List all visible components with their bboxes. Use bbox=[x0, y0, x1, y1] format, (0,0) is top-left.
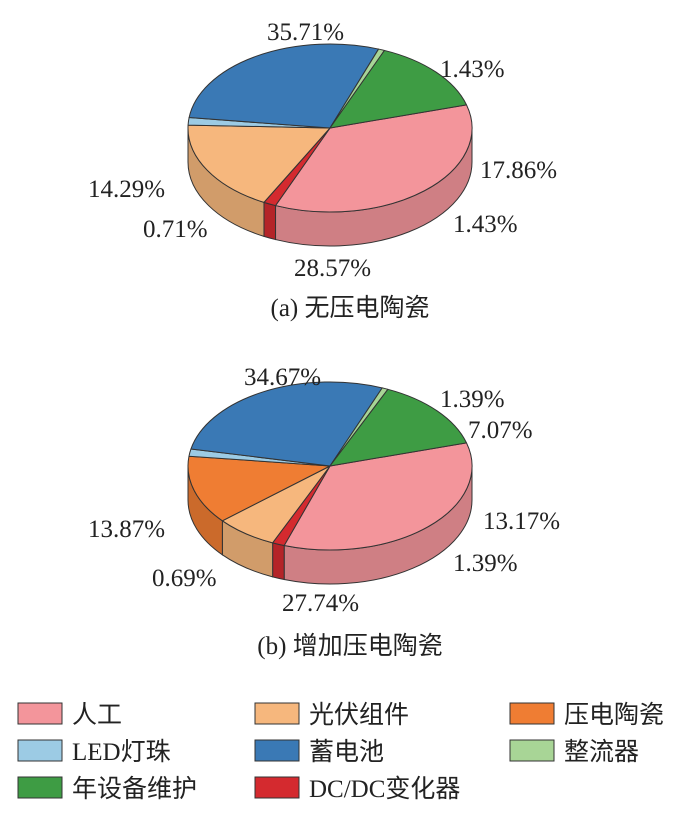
caption-b: (b) 增加压电陶瓷 bbox=[257, 632, 442, 660]
pct-label-a-pv: 17.86% bbox=[480, 157, 557, 184]
legend-label-pv: 光伏组件 bbox=[309, 701, 409, 729]
legend-swatch-dcdc bbox=[254, 776, 300, 799]
pie-b-slice-蓄电池 bbox=[190, 381, 383, 467]
legend-swatch-battery bbox=[254, 739, 300, 762]
legend-swatch-pv bbox=[254, 702, 300, 725]
pie-b-slice-人工 bbox=[283, 442, 473, 551]
pct-label-b-maintenance: 13.87% bbox=[88, 516, 165, 543]
pct-label-b-labor: 34.67% bbox=[244, 364, 321, 391]
pct-label-b-battery: 27.74% bbox=[282, 590, 359, 617]
pct-label-a-led: 1.43% bbox=[453, 211, 518, 238]
pct-label-a-battery: 28.57% bbox=[294, 255, 371, 282]
legend-label-dcdc: DC/DC变化器 bbox=[309, 775, 460, 803]
legend-label-maintenance: 年设备维护 bbox=[72, 775, 197, 803]
caption-a: (a) 无压电陶瓷 bbox=[271, 294, 430, 322]
legend-label-rectifier: 整流器 bbox=[564, 738, 639, 766]
pct-label-b-piezo: 13.17% bbox=[483, 508, 560, 535]
pie-b-side-DC-DC变化器 bbox=[272, 542, 285, 581]
pie-chart-b bbox=[187, 381, 473, 585]
pie-b-slice-年设备维护 bbox=[329, 388, 467, 467]
pie-a-slice-人工 bbox=[275, 104, 473, 213]
legend-swatch-led bbox=[17, 739, 63, 762]
legend-label-battery: 蓄电池 bbox=[309, 738, 384, 766]
legend-label-piezo: 压电陶瓷 bbox=[564, 701, 664, 729]
pie-a-slice-光伏组件 bbox=[187, 124, 331, 203]
pie-chart-a bbox=[187, 43, 473, 247]
legend: 人工 光伏组件 压电陶瓷 LED灯珠 蓄电池 整流器 年设备维护 DC/DC变化… bbox=[17, 701, 664, 803]
pie-b-top bbox=[187, 381, 473, 551]
pct-label-b-pv: 7.07% bbox=[468, 417, 533, 444]
legend-label-led: LED灯珠 bbox=[72, 738, 171, 766]
pct-label-a-dcdc: 1.43% bbox=[440, 56, 505, 83]
legend-swatch-piezo bbox=[509, 702, 555, 725]
pie-a-top bbox=[187, 43, 473, 213]
legend-swatch-labor bbox=[17, 702, 63, 725]
pie-a-slice-年设备维护 bbox=[329, 49, 467, 129]
legend-swatch-rectifier bbox=[509, 739, 555, 762]
pct-label-b-dcdc: 1.39% bbox=[440, 386, 505, 413]
pct-label-a-maintenance: 14.29% bbox=[88, 176, 165, 203]
pct-label-b-led: 1.39% bbox=[453, 550, 518, 577]
pct-label-a-labor: 35.71% bbox=[267, 19, 344, 46]
legend-label-labor: 人工 bbox=[72, 702, 122, 729]
pct-label-a-rectifier: 0.71% bbox=[143, 216, 208, 243]
legend-swatch-maintenance bbox=[17, 776, 63, 799]
pie-a-slice-蓄电池 bbox=[188, 43, 380, 129]
pie-b-slice-压电陶瓷 bbox=[187, 455, 331, 522]
pie-a-side-DC-DC变化器 bbox=[263, 201, 277, 241]
pct-label-b-rectifier: 0.69% bbox=[152, 565, 217, 592]
